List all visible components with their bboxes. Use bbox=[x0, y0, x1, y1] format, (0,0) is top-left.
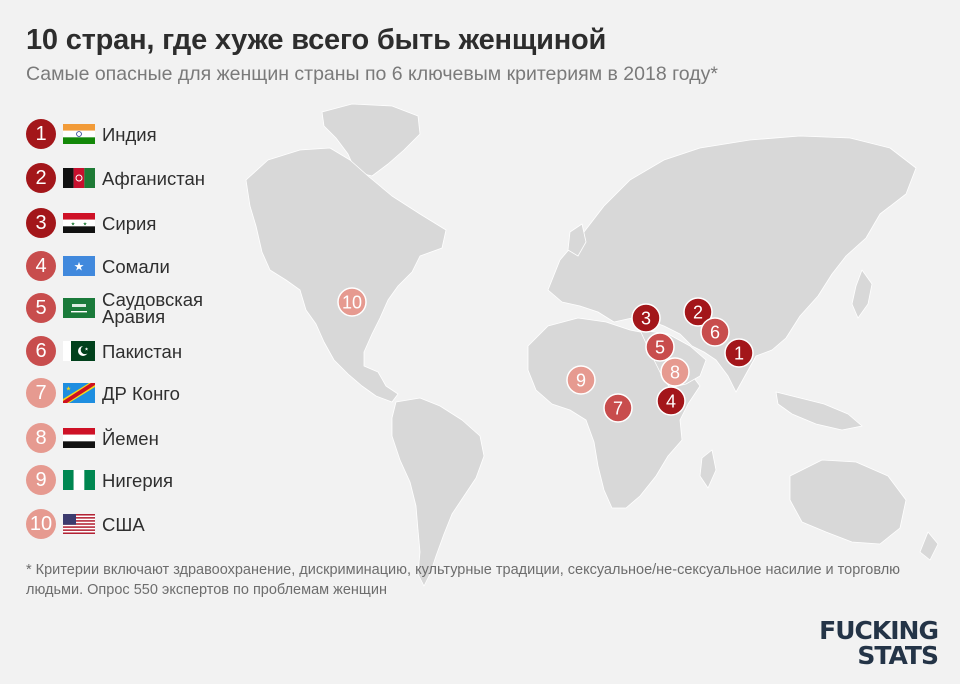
uk-land bbox=[567, 223, 587, 257]
map-marker-10: 10 bbox=[337, 287, 367, 317]
country-name: Афганистан bbox=[102, 167, 205, 189]
india-flag-icon bbox=[63, 124, 95, 144]
pakistan-flag-icon: ★ bbox=[63, 341, 95, 361]
legend-item-7: 7 ★ ДР Конго bbox=[26, 377, 180, 409]
logo-line-1: FUCKING bbox=[819, 616, 939, 645]
marker-circle bbox=[724, 338, 754, 368]
rank-badge: 6 bbox=[26, 336, 56, 366]
marker-label: 10 bbox=[342, 293, 362, 313]
marker-label: 6 bbox=[710, 323, 720, 343]
marker-circle bbox=[700, 317, 730, 347]
svg-text:★: ★ bbox=[66, 386, 71, 393]
greenland-land bbox=[321, 103, 421, 177]
country-name: США bbox=[102, 513, 145, 535]
somalia-flag-icon: ★ bbox=[63, 256, 95, 276]
marker-label: 3 bbox=[641, 309, 651, 329]
map-marker-9: 9 bbox=[566, 365, 596, 395]
country-name: Индия bbox=[102, 123, 157, 145]
brand-logo: FUCKING STATS bbox=[819, 616, 939, 670]
marker-circle bbox=[603, 393, 633, 423]
marker-circle bbox=[645, 332, 675, 362]
north-america-land bbox=[245, 147, 447, 403]
madagascar-land bbox=[699, 449, 717, 489]
svg-text:★: ★ bbox=[83, 222, 88, 228]
country-name: Пакистан bbox=[102, 340, 183, 362]
rank-badge: 10 bbox=[26, 509, 56, 539]
afghanistan-flag-icon bbox=[63, 168, 95, 188]
legend-item-3: 3 ★ ★ Сирия bbox=[26, 207, 156, 239]
svg-text:★: ★ bbox=[71, 222, 76, 228]
rank-badge: 7 bbox=[26, 378, 56, 408]
map-marker-1: 1 bbox=[724, 338, 754, 368]
marker-circle bbox=[631, 303, 661, 333]
footnote: * Критерии включают здравоохранение, дис… bbox=[26, 562, 901, 598]
nigeria-flag-icon bbox=[63, 470, 95, 490]
marker-label: 7 bbox=[613, 399, 623, 419]
svg-text:★: ★ bbox=[84, 347, 88, 353]
legend-item-9: 9 Нигерия bbox=[26, 464, 173, 496]
saudi-arabia-flag-icon bbox=[63, 298, 95, 318]
south-america-land bbox=[391, 397, 485, 587]
legend-item-1: 1 Индия bbox=[26, 118, 157, 150]
rank-badge: 2 bbox=[26, 163, 56, 193]
legend-item-5: 5 Саудовская Аравия bbox=[26, 289, 232, 327]
marker-label: 1 bbox=[734, 344, 744, 364]
legend-item-6: 6 ★ Пакистан bbox=[26, 335, 182, 367]
map-marker-3: 3 bbox=[631, 303, 661, 333]
marker-label: 2 bbox=[693, 303, 703, 323]
marker-circle bbox=[656, 386, 686, 416]
country-name: Сирия bbox=[102, 212, 157, 234]
dr-congo-flag-icon: ★ bbox=[63, 383, 95, 403]
rank-badge: 4 bbox=[26, 251, 56, 281]
svg-text:★: ★ bbox=[74, 260, 85, 274]
map-marker-4: 4 bbox=[656, 386, 686, 416]
country-name: Нигерия bbox=[102, 469, 173, 491]
map-marker-2: 2 bbox=[683, 297, 713, 327]
marker-label: 8 bbox=[670, 363, 680, 383]
map-marker-7: 7 bbox=[603, 393, 633, 423]
rank-badge: 3 bbox=[26, 208, 56, 238]
australia-land bbox=[789, 459, 907, 545]
country-name: Йемен bbox=[102, 427, 159, 449]
page-title: 10 стран, где хуже всего быть женщиной bbox=[26, 24, 607, 56]
new-zealand-land bbox=[919, 531, 939, 561]
legend-item-10: 10 США bbox=[26, 508, 145, 540]
usa-flag-icon bbox=[63, 514, 95, 534]
marker-label: 9 bbox=[576, 371, 586, 391]
map-markers: 1 2 3 4 5 6 7 8 9 10 bbox=[337, 287, 754, 423]
marker-circle bbox=[683, 297, 713, 327]
rank-badge: 5 bbox=[26, 293, 56, 323]
country-name: Сомали bbox=[102, 255, 170, 277]
map-marker-8: 8 bbox=[660, 357, 690, 387]
map-marker-6: 6 bbox=[700, 317, 730, 347]
marker-circle bbox=[566, 365, 596, 395]
marker-circle bbox=[660, 357, 690, 387]
country-name: ДР Конго bbox=[102, 382, 180, 404]
marker-label: 5 bbox=[655, 338, 665, 358]
legend-item-8: 8 Йемен bbox=[26, 422, 159, 454]
logo-line-2: STATS bbox=[857, 641, 939, 670]
syria-flag-icon: ★ ★ bbox=[63, 213, 95, 233]
marker-circle bbox=[337, 287, 367, 317]
country-name: Саудовская Аравия bbox=[102, 289, 204, 327]
legend-item-2: 2 Афганистан bbox=[26, 162, 205, 194]
page-subtitle: Самые опасные для женщин страны по 6 клю… bbox=[26, 63, 718, 85]
legend-item-4: 4 ★ Сомали bbox=[26, 250, 170, 282]
map-marker-5: 5 bbox=[645, 332, 675, 362]
japan-land bbox=[851, 269, 873, 319]
marker-label: 4 bbox=[666, 392, 676, 412]
yemen-flag-icon bbox=[63, 428, 95, 448]
rank-badge: 9 bbox=[26, 465, 56, 495]
rank-badge: 8 bbox=[26, 423, 56, 453]
se-asia-islands-land bbox=[775, 391, 863, 431]
rank-badge: 1 bbox=[26, 119, 56, 149]
